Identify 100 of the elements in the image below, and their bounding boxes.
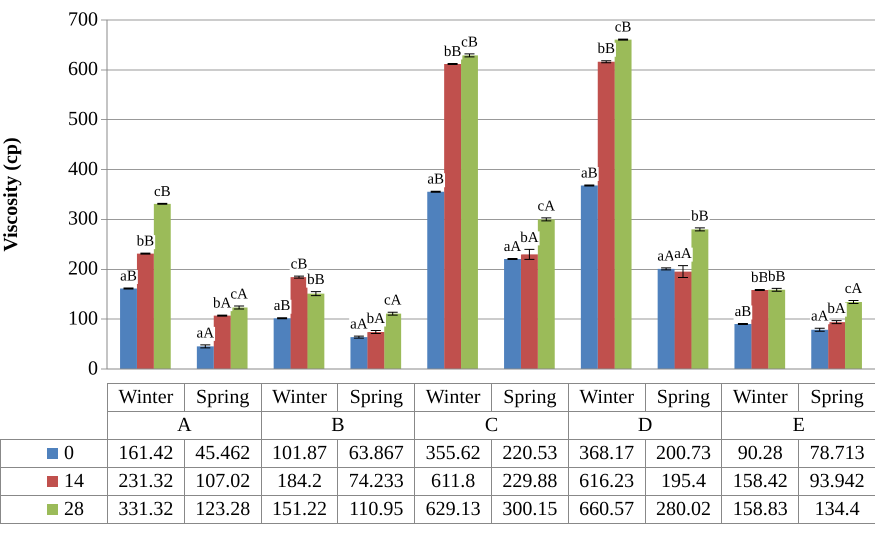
legend-label: 14 (64, 470, 84, 493)
x-tick-label: Spring (338, 384, 415, 412)
annotation: aA (810, 308, 829, 325)
data-label: 45.462 (184, 440, 262, 468)
y-tick-label: 200 (68, 258, 98, 280)
x-tick-label: Winter (261, 384, 338, 412)
annotation: aB (120, 268, 137, 284)
data-label: 231.32 (108, 468, 184, 496)
data-label: 63.867 (338, 440, 415, 468)
bar (290, 277, 308, 368)
x-tick-label: Winter (414, 384, 492, 412)
annotation: aB (734, 304, 752, 320)
y-tick-label: 400 (68, 158, 98, 180)
data-label: 134.4 (798, 496, 875, 524)
data-label: 660.57 (568, 496, 646, 524)
data-label: 629.13 (414, 496, 492, 524)
y-axis-title: Viscosity (cp) (0, 137, 22, 252)
data-label: 158.83 (722, 496, 799, 524)
annotation: aA (657, 248, 676, 264)
data-label: 107.02 (184, 468, 262, 496)
bar (230, 308, 248, 368)
data-label: 93.942 (798, 468, 875, 496)
annotation: bA (213, 296, 232, 312)
data-label: 161.42 (108, 440, 184, 468)
bar (691, 229, 708, 368)
annotation: cA (538, 198, 556, 214)
bar (751, 290, 768, 368)
bar (350, 337, 368, 368)
y-tick-label: 300 (68, 208, 98, 230)
bar (461, 55, 478, 368)
annotation: bA (827, 301, 846, 318)
x-tick-label: Spring (798, 384, 875, 412)
text: B (261, 412, 415, 440)
data-label: 368.17 (568, 440, 646, 468)
text: D (568, 412, 722, 440)
bar (674, 272, 692, 368)
bar (367, 332, 384, 368)
annotation: bB (768, 268, 786, 285)
annotation: bB (691, 208, 709, 224)
annotation: bB (136, 234, 154, 250)
annotation: cA (230, 286, 248, 302)
bar (658, 268, 675, 368)
bar (196, 346, 214, 368)
y-tick-label: 500 (68, 108, 98, 130)
bar (734, 324, 752, 368)
bar (614, 40, 632, 368)
bar (598, 62, 615, 368)
bar (828, 322, 846, 368)
annotation: bA (520, 230, 539, 246)
bar (504, 259, 521, 368)
annotation: aA (350, 316, 368, 333)
data-label: 616.23 (568, 468, 646, 496)
data-label: 220.53 (491, 440, 568, 468)
text: A (108, 412, 262, 440)
data-label: 611.8 (414, 468, 492, 496)
y-tick-label: 700 (68, 8, 98, 30)
annotation: aB (274, 298, 290, 314)
bar (845, 302, 862, 368)
data-label: 158.42 (722, 468, 799, 496)
annotation: bB (597, 41, 615, 58)
x-tick-label: Winter (108, 384, 184, 412)
data-label: 123.28 (184, 496, 262, 524)
annotation: aA (196, 325, 214, 342)
x-tick-label: Spring (184, 384, 262, 412)
text: E (722, 412, 875, 440)
annotation: cB (614, 20, 632, 36)
data-label: 355.62 (414, 440, 492, 468)
bar (274, 318, 291, 368)
data-label: 331.32 (108, 496, 184, 524)
annotation: bA (366, 310, 386, 327)
annotation: bB (751, 270, 769, 286)
annotation: cA (844, 280, 862, 297)
data-label: 151.22 (261, 496, 338, 524)
x-tick-label: Spring (491, 384, 568, 412)
y-tick-label: 0 (88, 357, 98, 380)
data-label: 101.87 (261, 440, 338, 468)
bar (214, 316, 231, 368)
data-label: 90.28 (722, 440, 799, 468)
bar (120, 288, 137, 368)
annotation: aB (427, 172, 444, 188)
data-label: 74.233 (338, 468, 415, 496)
data-label: 78.713 (798, 440, 875, 468)
annotation: cB (154, 184, 171, 200)
x-tick-label: Winter (568, 384, 646, 412)
data-label: 200.73 (645, 440, 722, 468)
bar (307, 294, 324, 368)
bar (811, 330, 828, 368)
data-label: 300.15 (491, 496, 568, 524)
y-tick-label: 100 (68, 307, 98, 330)
annotation: cA (384, 292, 402, 309)
bar (520, 254, 538, 368)
bar (538, 219, 555, 368)
annotation: bB (307, 272, 325, 288)
bar (136, 254, 154, 368)
x-tick-label: Winter (722, 384, 799, 412)
data-label: 184.2 (261, 468, 338, 496)
bar (444, 64, 462, 368)
annotation: aB (580, 165, 598, 182)
data-label: 229.88 (491, 468, 568, 496)
annotation: aA (504, 238, 522, 255)
